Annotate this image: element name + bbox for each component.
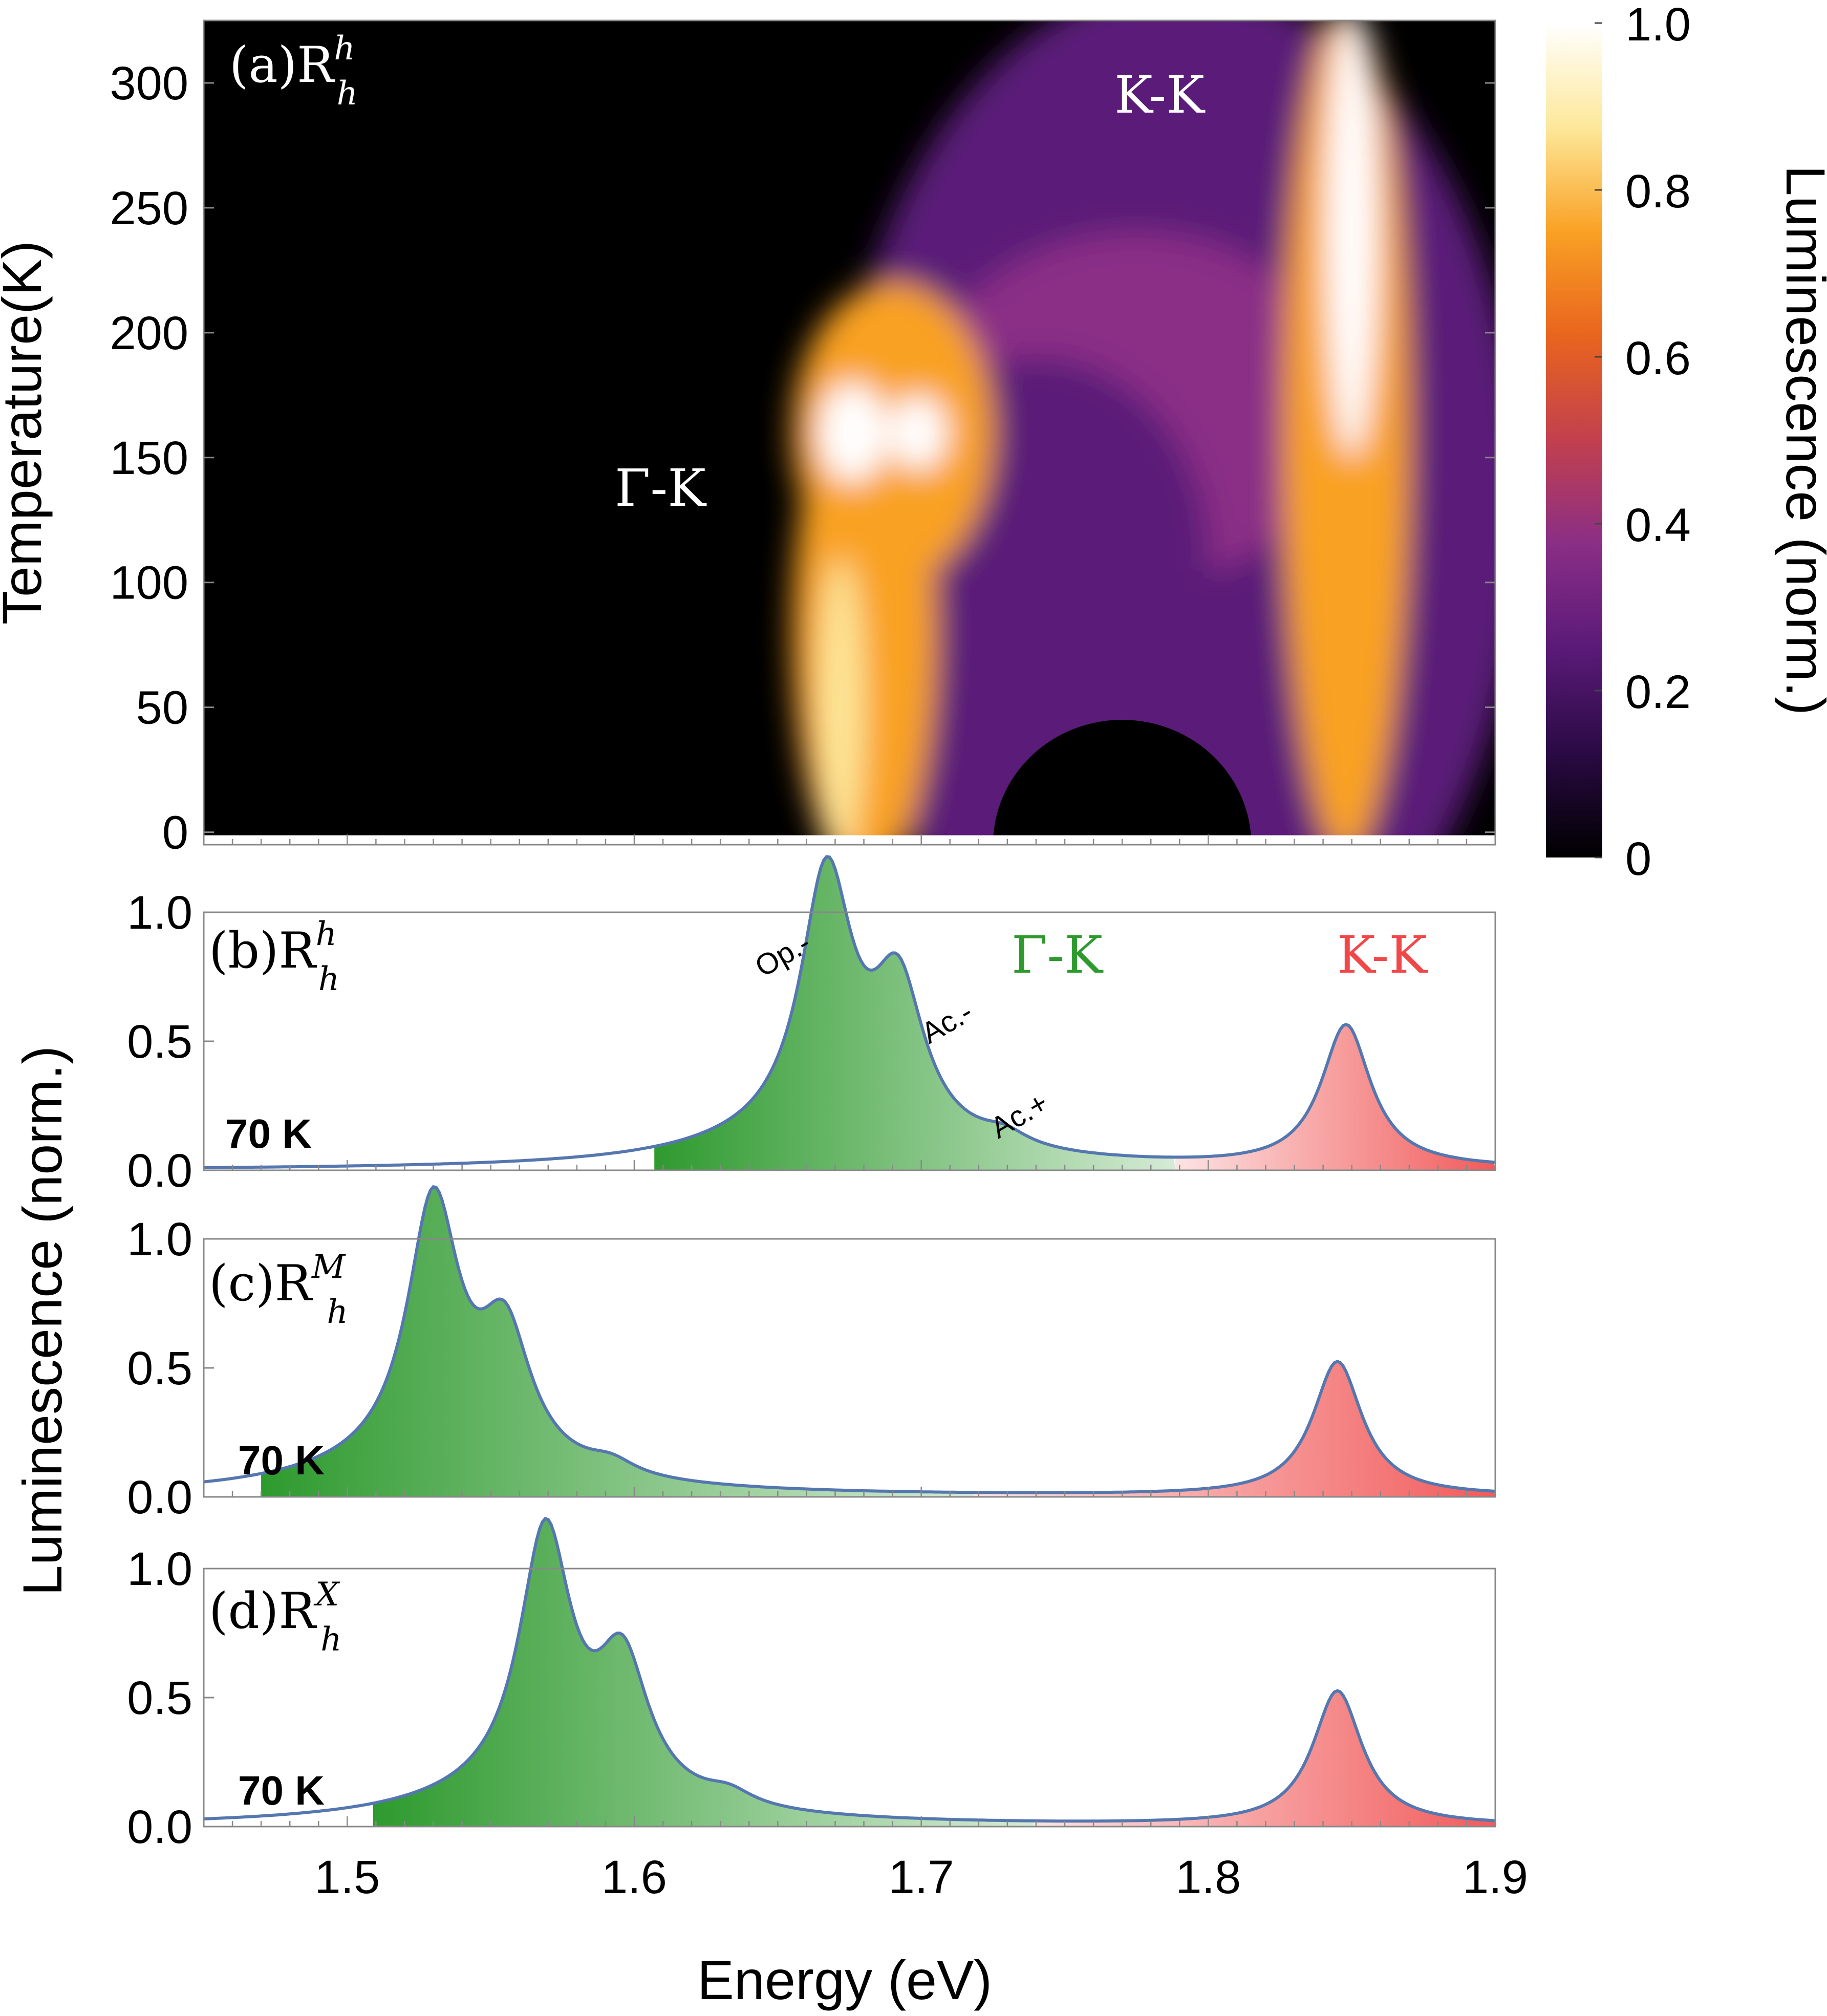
spectrum-y-tick-label: 0.5 <box>127 1016 192 1068</box>
spectrum-panel: 0.0 0.5 1.0 <box>127 1185 1496 1524</box>
colorbar-tick-label: 1.0 <box>1625 0 1691 51</box>
panel-a-sup: h <box>334 30 355 68</box>
spectrum-series-line <box>203 1185 1496 1494</box>
spectra-panels: 0.0 0.5 1.0 0.0 0.5 1.0 0.0 0.5 1.0 1.5 1.6 1.7 1.8 1… <box>127 855 1528 1903</box>
panel-b-temperature: 70 K <box>225 1111 312 1156</box>
heatmap-annotation-gk: Γ-K <box>615 458 707 518</box>
panel-b-sub: h <box>318 960 339 998</box>
colorbar: 0 0.2 0.4 0.6 0.8 1.0 Luminescence (norm.) <box>1546 0 1827 885</box>
panel-c-prefix: (c) <box>209 1255 275 1312</box>
spectrum-y-tick-label: 0.0 <box>127 1145 192 1197</box>
x-tick-label: 1.7 <box>889 1851 954 1903</box>
heatmap-panel: 0 50 100 150 200 250 300 Temperature(K) (a)Rh h… <box>0 19 1496 859</box>
heat-blob-gk-peak-2 <box>889 395 948 470</box>
colorbar-tick-label: 0 <box>1625 833 1651 885</box>
gk-fill-area <box>261 1187 975 1497</box>
panel-a-sub: h <box>337 75 358 113</box>
panel-c-temperature: 70 K <box>238 1438 325 1483</box>
spectrum-y-tick-label: 1.0 <box>127 1213 192 1266</box>
spectrum-panel: 0.0 0.5 1.0 <box>127 855 1496 1197</box>
heat-blob-gk-peak-1 <box>818 382 887 483</box>
heatmap-y-tick-label: 0 <box>162 807 188 859</box>
panel-b-region-gk: Γ-K <box>1012 925 1104 985</box>
panel-d-sub: h <box>320 1621 341 1659</box>
colorbar-gradient <box>1546 23 1602 857</box>
spectrum-y-tick-label: 0.0 <box>127 1471 192 1524</box>
heatmap-y-ticks: 0 50 100 150 200 250 300 <box>110 57 1495 859</box>
colorbar-tick-label: 0.8 <box>1625 165 1691 218</box>
heatmap-y-tick-label: 100 <box>110 557 189 609</box>
spectrum-series-line <box>204 855 1496 1169</box>
heatmap-x-ticks <box>203 834 1496 845</box>
panel-d-prefix: (d) <box>209 1582 278 1640</box>
panel-a-prefix: (a) <box>229 36 297 94</box>
panel-d-sup: X <box>313 1576 340 1614</box>
panel-b-prefix: (b) <box>209 922 278 979</box>
heatmap-y-tick-label: 150 <box>110 432 189 484</box>
heat-blob-gk-stem <box>818 557 864 839</box>
panel-b-R: R <box>278 922 317 979</box>
heat-blob-kk-peak <box>1326 20 1378 458</box>
spectrum-y-tick-label: 0.5 <box>127 1672 192 1724</box>
kk-fill-area <box>1033 1690 1495 1827</box>
heatmap-frame <box>203 19 1496 846</box>
panel-d-temperature: 70 K <box>238 1768 325 1813</box>
colorbar-tick-label: 0.4 <box>1625 499 1691 551</box>
heatmap-y-tick-label: 300 <box>110 57 189 110</box>
panel-a-R: R <box>297 36 335 94</box>
panel-a-label: (a)Rh h <box>229 30 358 113</box>
x-tick-label: 1.5 <box>314 1851 380 1903</box>
panel-d-R: R <box>278 1582 317 1640</box>
spectrum-y-tick-label: 0.5 <box>127 1342 192 1395</box>
colorbar-ticks: 0 0.2 0.4 0.6 0.8 1.0 <box>1595 0 1691 885</box>
panel-c-sub: h <box>327 1293 348 1331</box>
x-axis-title: Energy (eV) <box>697 1949 992 2011</box>
panel-b-sup: h <box>316 915 337 953</box>
kk-fill-area <box>1175 1024 1495 1170</box>
colorbar-tick-label: 0.2 <box>1625 666 1691 718</box>
spectrum-panel: 0.0 0.5 1.0 1.5 1.6 1.7 1.8 1.9 <box>127 1516 1528 1903</box>
colorbar-title: Luminescence (norm.) <box>1775 165 1827 715</box>
panel-c-sup: M <box>311 1248 346 1286</box>
panel-b-label: (b)Rh h <box>209 915 339 998</box>
panel-c-R: R <box>275 1255 313 1312</box>
heatmap-annotation-kk: K-K <box>1114 65 1206 125</box>
panel-c-label: (c)RM h <box>209 1248 348 1331</box>
heat-dark-dome <box>993 720 1252 839</box>
spectrum-y-tick-label: 1.0 <box>127 1543 192 1595</box>
x-tick-label: 1.8 <box>1175 1851 1241 1903</box>
spectrum-series-line <box>203 1516 1496 1823</box>
heatmap-y-tick-label: 50 <box>136 682 188 734</box>
heatmap-y-tick-label: 200 <box>110 307 189 359</box>
shared-y-axis-title: Luminescence (norm.) <box>11 1046 73 1596</box>
spectrum-y-tick-label: 0.0 <box>127 1801 192 1853</box>
x-tick-label: 1.9 <box>1463 1851 1528 1903</box>
heat-bottom-strip <box>204 835 1495 839</box>
panel-d-label: (d)RX h <box>209 1576 341 1659</box>
gk-fill-area <box>654 856 1175 1170</box>
kk-fill-area <box>974 1362 1495 1497</box>
colorbar-tick-label: 0.6 <box>1625 332 1691 384</box>
heatmap-y-axis-title: Temperature(K) <box>0 241 53 625</box>
heatmap-y-tick-label: 250 <box>110 182 189 234</box>
gk-fill-area <box>373 1518 1034 1827</box>
spectrum-y-tick-label: 1.0 <box>127 887 192 939</box>
panel-b-region-kk: K-K <box>1337 925 1428 985</box>
x-tick-label: 1.6 <box>601 1851 667 1903</box>
heatmap-intensity <box>204 20 1495 839</box>
